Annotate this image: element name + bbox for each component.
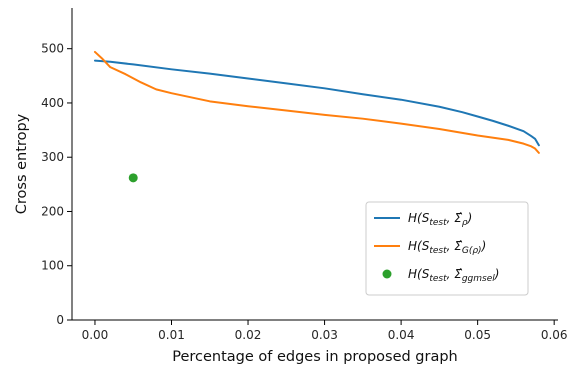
legend-entry-label: H(Stest, Σ̂ggmsel) — [408, 267, 499, 284]
y-axis-label: Cross entropy — [14, 113, 30, 214]
scatter-point — [128, 173, 138, 183]
x-tick-label: 0.06 — [541, 328, 567, 342]
y-tick-label: 200 — [41, 204, 64, 218]
legend: H(Stest, Σ̂ρ) H(Stest, Σ̂G(ρ)) H(Stest, Σ̂… — [365, 201, 529, 296]
x-tick-label: 0.05 — [464, 328, 491, 342]
y-tick-label: 0 — [56, 313, 64, 327]
x-tick-label: 0.00 — [82, 328, 109, 342]
x-tick-label: 0.03 — [311, 328, 338, 342]
ticks: 0.00 0.01 0.02 0.03 0.04 0.05 0.06 0 100 200 300 40… — [41, 42, 567, 342]
x-tick-label: 0.01 — [158, 328, 185, 342]
y-tick-label: 500 — [41, 42, 64, 56]
x-tick-label: 0.02 — [235, 328, 262, 342]
x-tick-label: 0.04 — [388, 328, 415, 342]
series-line-0 — [93, 59, 540, 147]
legend-swatch-dot — [382, 269, 392, 279]
series-line-1 — [93, 50, 540, 154]
x-axis-label: Percentage of edges in proposed graph — [172, 349, 458, 365]
y-tick-label: 400 — [41, 96, 64, 110]
legend-box — [365, 201, 529, 296]
y-tick-label: 300 — [41, 150, 64, 164]
y-tick-label: 100 — [41, 259, 64, 273]
series-layer — [93, 50, 540, 183]
axes — [71, 8, 558, 321]
legend-entry-label: H(Stest, Σ̂ρ) — [408, 211, 472, 228]
legend-entry-label: H(Stest, Σ̂G(ρ)) — [408, 239, 486, 256]
